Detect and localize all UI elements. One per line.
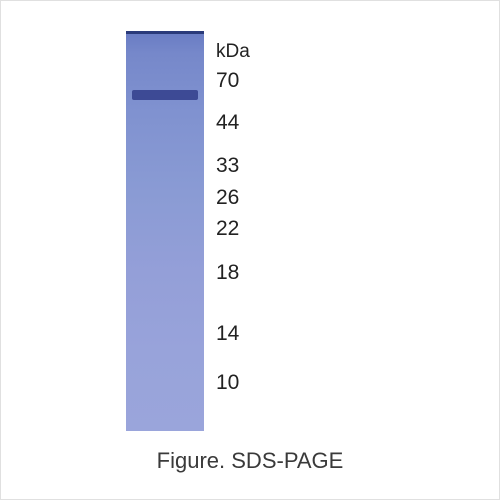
unit-label: kDa (216, 41, 250, 63)
mw-marker: 18 (216, 261, 239, 285)
protein-band (132, 90, 198, 100)
mw-marker: 10 (216, 371, 239, 395)
figure-caption: Figure. SDS-PAGE (1, 448, 499, 474)
mw-marker: 70 (216, 69, 239, 93)
gel-lane (126, 31, 204, 431)
marker-labels: kDa 70 44 33 26 22 18 14 10 (216, 31, 276, 431)
gel-container (126, 31, 204, 431)
mw-marker: 14 (216, 322, 239, 346)
mw-marker: 26 (216, 186, 239, 210)
mw-marker: 44 (216, 111, 239, 135)
mw-marker: 22 (216, 217, 239, 241)
mw-marker: 33 (216, 154, 239, 178)
